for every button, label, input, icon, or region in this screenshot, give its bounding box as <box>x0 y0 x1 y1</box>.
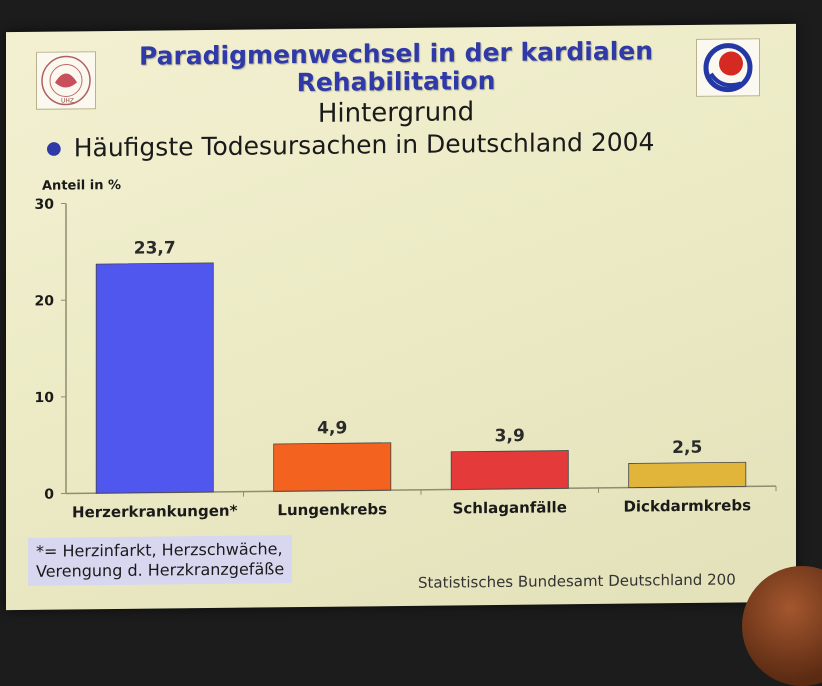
category-label: Schlaganfälle <box>453 498 567 517</box>
y-tick-label: 0 <box>44 487 54 503</box>
footnote: *= Herzinfarkt, Herzschwäche, Verengung … <box>28 535 292 586</box>
bar-chart: Anteil in % 0 10 20 30 23,7 Herzerkrankungen*… <box>6 24 796 610</box>
bar-schlaganfälle <box>451 451 568 490</box>
source-note: Statistisches Bundesamt Deutschland 200 <box>418 570 736 591</box>
category-label: Dickdarmkrebs <box>623 496 751 515</box>
value-label: 4,9 <box>317 418 347 438</box>
y-tick-label: 30 <box>35 197 55 213</box>
slide: UHZ Paradigmenwechsel in der kardialen R… <box>6 24 796 610</box>
bar-lungenkrebs <box>274 443 391 492</box>
category-label: Lungenkrebs <box>277 500 387 519</box>
y-tick-label: 20 <box>35 293 55 309</box>
bar-herzerkrankungen <box>96 263 213 493</box>
y-axis-title: Anteil in % <box>42 178 121 194</box>
value-label: 2,5 <box>672 438 702 458</box>
footnote-line-2: Verengung d. Herzkranzgefäße <box>36 559 284 582</box>
footnote-line-1: *= Herzinfarkt, Herzschwäche, <box>36 539 284 562</box>
y-tick-label: 10 <box>35 390 55 406</box>
bar-dickdarmkrebs <box>629 462 746 487</box>
value-label: 3,9 <box>495 426 525 446</box>
category-label: Herzerkrankungen* <box>72 502 238 522</box>
value-label: 23,7 <box>134 238 176 258</box>
